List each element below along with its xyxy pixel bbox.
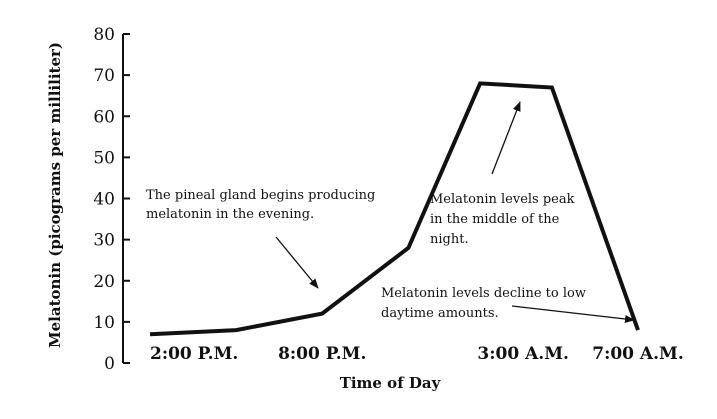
annotation-peak-arrow (491, 101, 521, 175)
x-tick-label: 3:00 A.M. (477, 344, 569, 364)
x-tick-label: 2:00 P.M. (150, 344, 238, 364)
annotation-evening-arrow (275, 236, 319, 289)
y-tick-label: 20 (93, 272, 115, 292)
melatonin-series-line (149, 81, 640, 337)
annotation-decline-arrow (511, 305, 635, 323)
y-axis-label: Melatonin (picograms per milliliter) (46, 42, 64, 348)
x-axis-label: Time of Day (340, 374, 442, 392)
y-tick-label: 60 (93, 107, 115, 127)
x-tick-label: 7:00 A.M. (592, 344, 684, 364)
annotation-peak: Melatonin levels peak in the middle of t… (430, 192, 579, 247)
y-tick-group: 0 10 20 30 40 50 60 70 80 (93, 25, 130, 374)
y-tick-label: 70 (93, 66, 115, 86)
x-tick-group: 2:00 P.M. 8:00 P.M. 3:00 A.M. 7:00 A.M. (150, 344, 684, 364)
y-tick-label: 50 (93, 148, 115, 168)
y-tick-label: 10 (93, 313, 115, 333)
y-tick-label: 40 (93, 190, 115, 210)
x-tick-label: 8:00 P.M. (278, 344, 366, 364)
y-tick-label: 80 (93, 25, 115, 45)
annotation-decline: Melatonin levels decline to low daytime … (381, 286, 590, 321)
y-tick-label: 30 (93, 231, 115, 251)
annotation-evening: The pineal gland begins producing melato… (146, 188, 380, 222)
y-tick-label: 0 (104, 354, 115, 374)
